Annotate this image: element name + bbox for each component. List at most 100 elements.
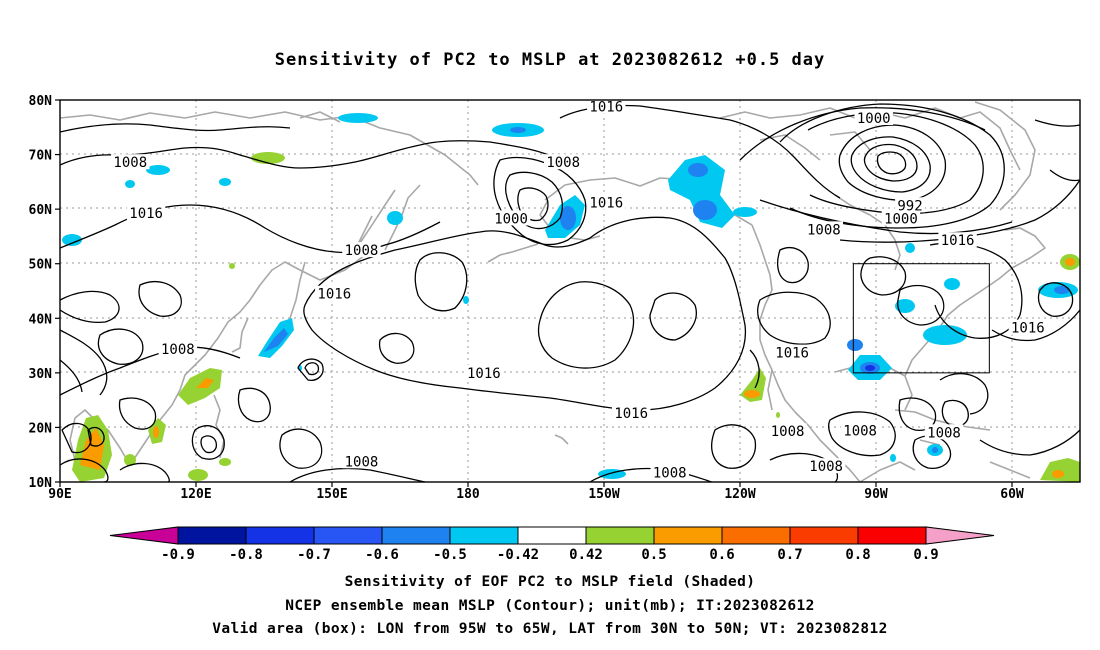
caption-line-3: Valid area (box): LON from 95W to 65W, L…	[212, 621, 888, 637]
svg-text:1016: 1016	[317, 287, 351, 303]
lat-label: 80N	[29, 94, 53, 109]
svg-text:1016: 1016	[1011, 321, 1045, 337]
map-frame	[59, 99, 1081, 483]
svg-text:1016: 1016	[589, 100, 623, 116]
colorbar-swatch	[585, 526, 655, 545]
colorbar-label: -0.7	[297, 547, 331, 563]
svg-text:1008: 1008	[927, 425, 961, 441]
lon-label: 90W	[864, 487, 888, 502]
colorbar-swatch	[857, 526, 927, 545]
svg-text:1008: 1008	[345, 243, 379, 259]
contour-label: 1016	[315, 285, 354, 303]
pos-shade	[1040, 458, 1080, 482]
neg-shade	[264, 328, 288, 352]
neg-shade	[125, 180, 135, 188]
neg-shade	[668, 155, 735, 228]
neg-shade	[560, 206, 576, 230]
negative-sensitivity-shading	[62, 113, 1078, 479]
contour-label-layer: 1016 1000 1008 1008 992 1016 1016 1000 1000 1008 1…	[111, 98, 1048, 482]
pos-shade	[744, 390, 760, 398]
pos-shade	[188, 469, 208, 481]
pos-shade	[1065, 258, 1075, 266]
pos-shade	[1052, 470, 1064, 478]
contour-label: 1008	[924, 424, 964, 441]
colorbar-label: -0.8	[229, 547, 263, 563]
caption-line-2: NCEP ensemble mean MSLP (Contour); unit(…	[285, 598, 815, 614]
colorbar-label: 0.5	[641, 547, 666, 563]
neg-shade	[693, 200, 717, 220]
contour-label: 1008	[840, 422, 880, 440]
lon-label: 120W	[724, 487, 755, 502]
caption-line-1: Sensitivity of EOF PC2 to MSLP field (Sh…	[344, 574, 756, 590]
graticule	[60, 100, 1080, 482]
svg-text:1000: 1000	[857, 111, 891, 127]
lat-label: 20N	[29, 421, 53, 436]
contour-label: 1008	[804, 221, 844, 238]
lat-label: 40N	[29, 312, 53, 327]
colorbar-swatch	[653, 526, 723, 545]
lat-label: 30N	[29, 367, 53, 382]
colorbar-label: -0.42	[497, 547, 539, 563]
pos-shade	[196, 378, 214, 388]
svg-text:1016: 1016	[614, 406, 648, 422]
pos-shade	[153, 426, 159, 438]
contour-label: 1008	[342, 242, 381, 259]
neg-shade	[1054, 286, 1070, 294]
colorbar-swatch	[109, 526, 179, 545]
pos-shade	[229, 263, 235, 269]
svg-text:1008: 1008	[345, 454, 379, 470]
contour-label: 1016	[587, 98, 626, 116]
contour-label: 992	[895, 197, 925, 214]
neg-shade	[510, 127, 526, 133]
svg-text:1016: 1016	[129, 206, 163, 222]
contour-label: 1016	[772, 344, 812, 362]
contour-label: 1008	[544, 154, 583, 171]
lon-label: 180	[456, 487, 480, 502]
contour-label: 1008	[111, 154, 150, 171]
colorbar-swatch	[517, 526, 587, 545]
colorbar-swatch	[381, 526, 451, 545]
lon-label: 150E	[316, 487, 347, 502]
lon-label: 60W	[1000, 487, 1024, 502]
svg-text:1008: 1008	[653, 466, 687, 482]
contour-label: 1008	[158, 340, 198, 358]
neg-shade	[923, 325, 967, 345]
valid-area-box	[852, 263, 990, 374]
colorbar-label: 0.7	[777, 547, 802, 563]
neg-shade	[932, 447, 938, 453]
colorbar-label: -0.9	[161, 547, 195, 563]
neg-shade	[338, 113, 378, 123]
neg-shade	[944, 278, 960, 290]
svg-text:1008: 1008	[809, 459, 843, 475]
svg-text:1016: 1016	[941, 233, 975, 249]
contour-label: 1000	[491, 210, 531, 227]
pos-shade	[219, 458, 231, 466]
map-title: Sensitivity of PC2 to MSLP at 2023082612…	[274, 50, 826, 70]
colorbar-label: 0.8	[845, 547, 870, 563]
colorbar-swatch	[449, 526, 519, 545]
lat-label: 50N	[29, 258, 53, 273]
colorbar-swatch	[177, 526, 247, 545]
lon-label: 90E	[48, 487, 71, 502]
colorbar-swatch	[313, 526, 383, 545]
svg-text:1008: 1008	[113, 155, 147, 171]
colorbar-swatch	[925, 526, 995, 545]
contour-label: 1016	[612, 405, 651, 422]
lon-label: 150W	[588, 487, 619, 502]
colorbar-label: 0.9	[913, 547, 938, 563]
neg-shade	[890, 454, 896, 462]
contour-label: 1016	[587, 194, 626, 212]
svg-text:1016: 1016	[775, 346, 809, 362]
svg-text:1008: 1008	[161, 342, 195, 358]
pos-shade	[251, 152, 285, 164]
contour-label: 1008	[806, 458, 846, 475]
svg-text:1016: 1016	[589, 196, 623, 212]
neg-shade	[146, 165, 170, 175]
contour-label: 1000	[854, 110, 893, 127]
contour-label: 1008	[650, 464, 689, 482]
neg-shade	[62, 234, 82, 246]
neg-shade	[733, 207, 757, 217]
contour-label: 1016	[126, 204, 166, 222]
